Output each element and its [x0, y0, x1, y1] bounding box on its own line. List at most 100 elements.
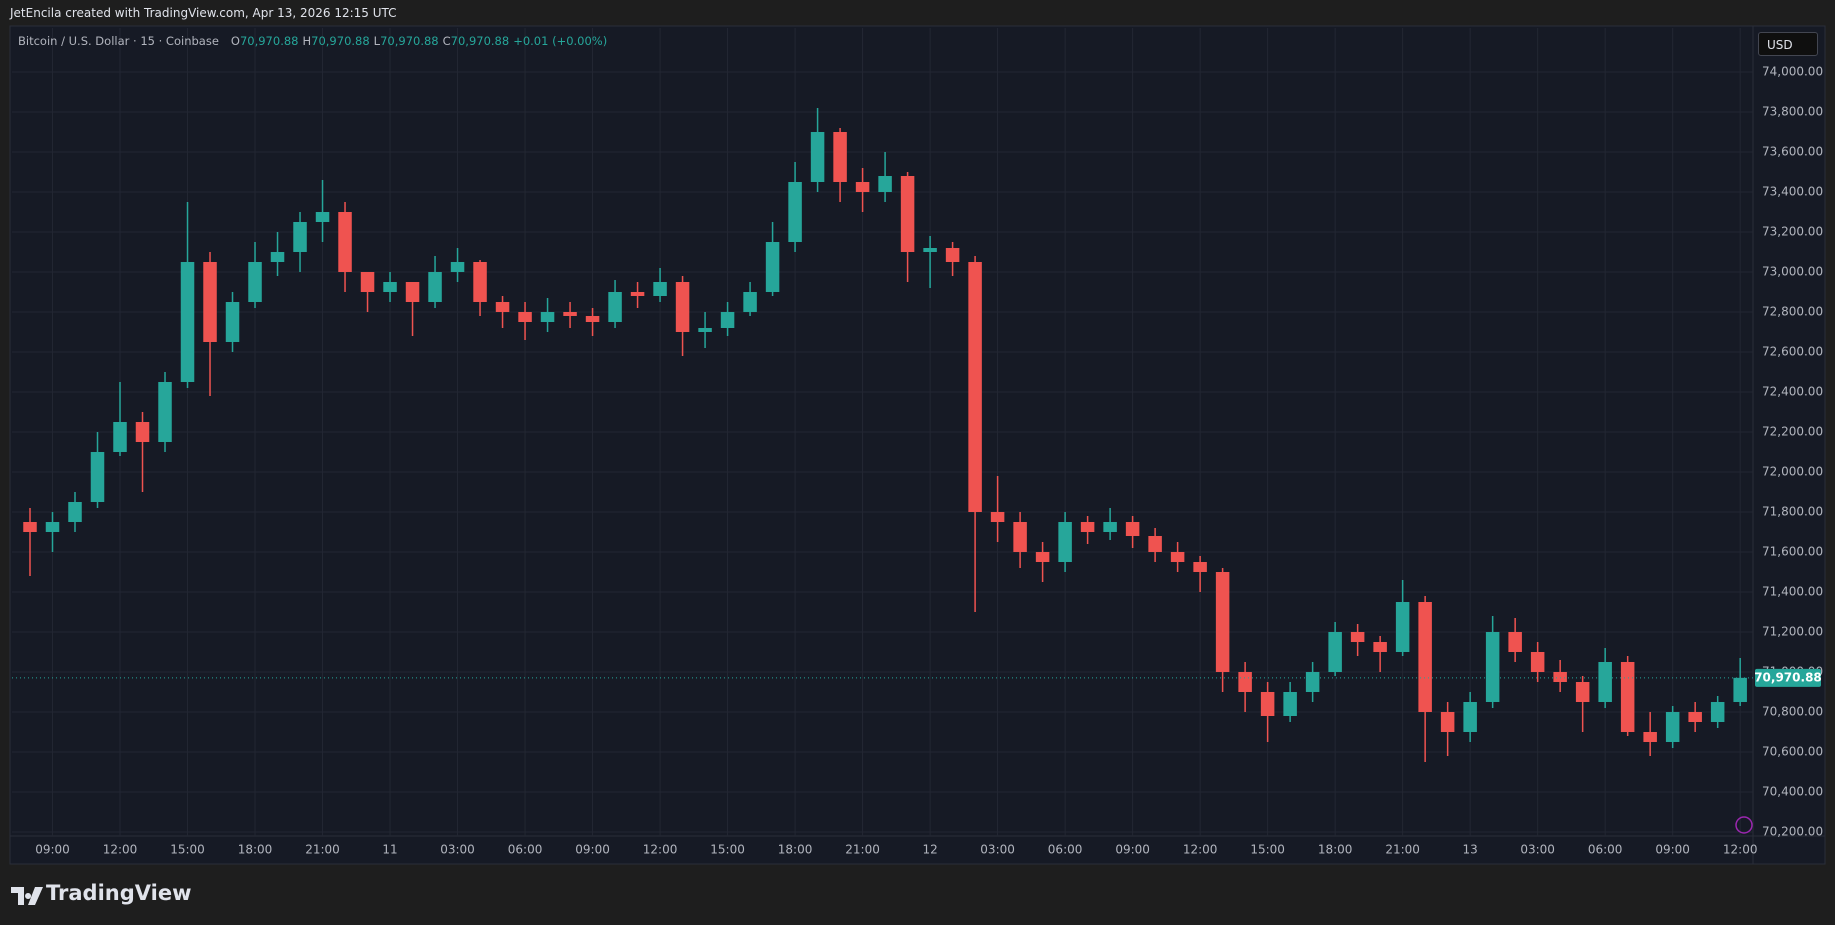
- y-tick-label: 70,800.00: [1762, 705, 1823, 719]
- candle-body: [990, 512, 1005, 522]
- x-tick-label: 12:00: [103, 843, 138, 857]
- y-tick-label: 71,200.00: [1762, 625, 1823, 639]
- candle-body: [428, 272, 442, 302]
- candle-body: [608, 292, 622, 322]
- candle-body: [1575, 682, 1590, 702]
- candle-body: [1103, 522, 1117, 532]
- x-tick-label: 06:00: [508, 843, 543, 857]
- x-tick-label: 03:00: [980, 843, 1015, 857]
- x-tick-label: 12:00: [643, 843, 678, 857]
- brand: TradingView: [46, 881, 192, 905]
- x-tick-label: 09:00: [35, 843, 70, 857]
- candle-body: [1035, 552, 1050, 562]
- candle-body: [1260, 692, 1275, 716]
- candle-body: [1350, 632, 1365, 642]
- candle-body: [833, 132, 847, 182]
- replay-icon[interactable]: [1735, 816, 1753, 834]
- y-tick-label: 70,400.00: [1762, 785, 1823, 799]
- symbol: Bitcoin / U.S. Dollar · 15 · Coinbase: [18, 34, 219, 48]
- y-tick-label: 70,200.00: [1762, 825, 1823, 839]
- candle-body: [765, 242, 780, 292]
- x-tick-label: 21:00: [305, 843, 340, 857]
- candle-body: [1283, 692, 1297, 716]
- candle-body: [360, 272, 375, 292]
- y-tick-label: 73,800.00: [1762, 105, 1823, 119]
- candle-body: [945, 248, 960, 262]
- candle-body: [1058, 522, 1072, 562]
- candle-body: [180, 262, 195, 382]
- x-tick-label: 03:00: [1520, 843, 1555, 857]
- close-value: 70,970.88: [450, 34, 510, 48]
- y-tick-label: 72,400.00: [1762, 385, 1823, 399]
- x-tick-label: 18:00: [778, 843, 813, 857]
- y-tick-label: 72,000.00: [1762, 465, 1823, 479]
- candle-body: [1395, 602, 1410, 652]
- candle-body: [585, 316, 600, 322]
- x-tick-label: 15:00: [170, 843, 205, 857]
- l: L: [373, 34, 381, 48]
- candle-body: [113, 422, 127, 452]
- candle-body: [1305, 672, 1320, 692]
- candle-body: [1643, 732, 1657, 742]
- candle-body: [1598, 662, 1612, 702]
- candle-body: [1620, 662, 1635, 732]
- candle-body: [1463, 702, 1477, 732]
- y-tick-label: 73,600.00: [1762, 145, 1823, 159]
- y-tick-label: 71,800.00: [1762, 505, 1823, 519]
- y-tick-label: 74,000.00: [1762, 65, 1823, 79]
- high-value: 70,970.88: [311, 34, 370, 48]
- open-value: 70,970.88: [239, 34, 299, 48]
- y-tick-label: 73,200.00: [1762, 225, 1823, 239]
- candle-body: [1170, 552, 1185, 562]
- candle-body: [1215, 572, 1230, 672]
- candle-body: [383, 282, 397, 292]
- candle-body: [1125, 522, 1140, 536]
- y-tick-label: 73,000.00: [1762, 265, 1823, 279]
- candle-body: [1710, 702, 1725, 722]
- o: O: [230, 34, 240, 48]
- candle-body: [1485, 632, 1500, 702]
- x-tick-label: 03:00: [440, 843, 475, 857]
- candle-body: [810, 132, 825, 182]
- candle-body: [563, 312, 577, 316]
- close-label: C70,970.88: [443, 34, 510, 48]
- candle-body: [968, 262, 982, 512]
- candle-body: [1013, 522, 1027, 552]
- candle-body: [1665, 712, 1680, 742]
- candle-body: [135, 422, 150, 442]
- open-label: O70,970.88: [231, 34, 299, 48]
- candle-body: [788, 182, 802, 242]
- c: C: [442, 34, 451, 48]
- low-label: L70,970.88: [374, 34, 439, 48]
- candle-body: [540, 312, 555, 322]
- candle-body: [473, 262, 487, 302]
- candle-body: [1328, 632, 1342, 672]
- high-label: H70,970.88: [302, 34, 369, 48]
- candle-body: [203, 262, 217, 342]
- candle-body: [743, 292, 757, 312]
- x-tick-label: 18:00: [238, 843, 273, 857]
- currency-button[interactable]: USD: [1758, 32, 1818, 56]
- y-tick-label: 70,600.00: [1762, 745, 1823, 759]
- candle-body: [878, 176, 892, 192]
- candle-body: [675, 282, 690, 332]
- candle-body: [1688, 712, 1702, 722]
- x-tick-label: 15:00: [710, 843, 745, 857]
- candle-body: [1238, 672, 1252, 692]
- candle-body: [1148, 536, 1162, 552]
- candle-body: [405, 282, 420, 302]
- symbol-legend: Bitcoin / U.S. Dollar · 15 · Coinbase O7…: [18, 34, 607, 48]
- x-tick-label: 12:00: [1183, 843, 1218, 857]
- candle-body: [338, 212, 352, 272]
- last-price-box: [1755, 668, 1821, 687]
- candle-body: [1080, 522, 1095, 532]
- candle-body: [90, 452, 105, 502]
- x-tick-label: 09:00: [1655, 843, 1690, 857]
- candle-body: [248, 262, 262, 302]
- low-value: 70,970.88: [380, 34, 439, 48]
- logo-mark: [11, 887, 43, 905]
- attribution: JetEncila created with TradingView.com, …: [10, 6, 397, 20]
- candle-body: [45, 522, 60, 532]
- candle-body: [855, 182, 870, 192]
